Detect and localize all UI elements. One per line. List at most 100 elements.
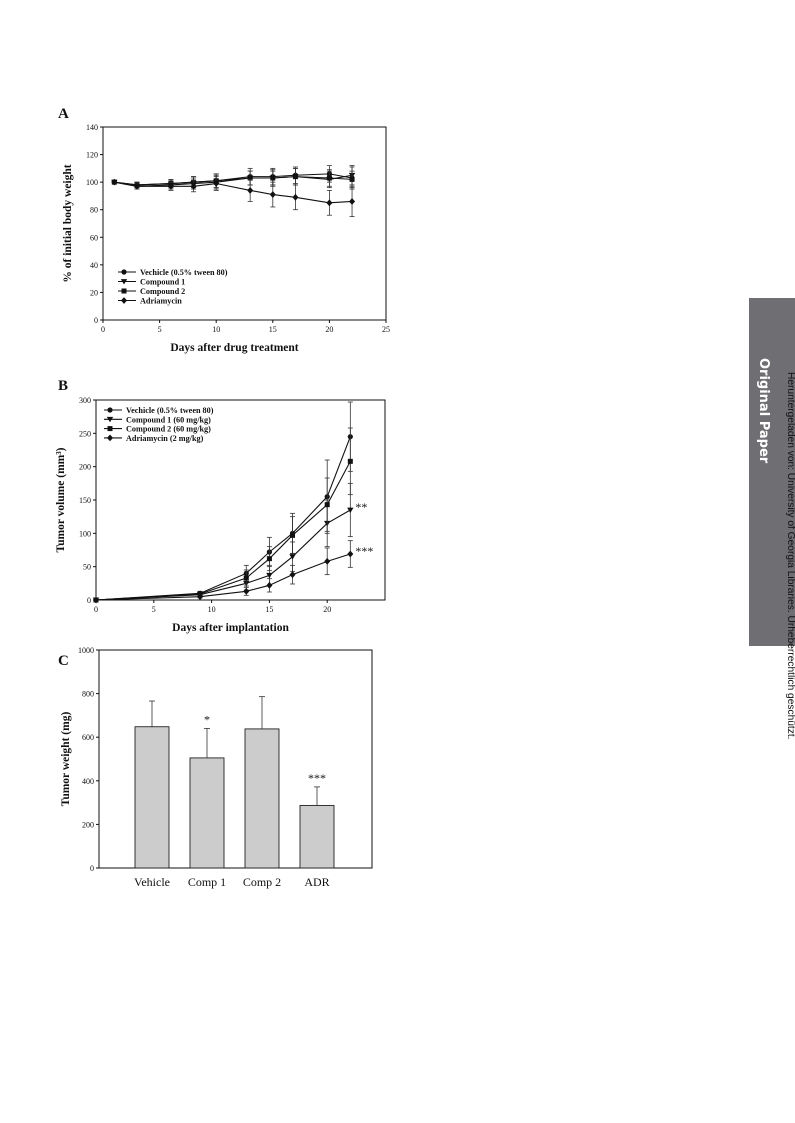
panel-a-data-point — [190, 182, 197, 190]
panel-a-data-point — [292, 174, 298, 180]
panel-a-data-point — [247, 175, 253, 181]
panel-a-data-point — [349, 198, 356, 205]
panel-a-data-point — [269, 191, 276, 198]
panel-b-letter: B — [58, 378, 69, 394]
panel-b-significance-label: ** — [355, 500, 367, 514]
panel-a-series-line — [114, 174, 353, 187]
panel-b-data-point — [290, 532, 296, 538]
panel-a-y-axis-title: % of initial body weight — [62, 164, 74, 282]
panel-a-legend-label: Adriamycin — [140, 297, 182, 306]
panel-b-legend-marker — [107, 426, 113, 432]
panel-c-bar — [299, 804, 335, 869]
panel-c-y-axis-title: Tumor weight (mg) — [60, 712, 72, 807]
panel-a-data-point — [349, 176, 355, 182]
panel-a-xtick-label: 5 — [158, 325, 162, 334]
panel-c-category-label: Comp 2 — [243, 875, 281, 889]
panel-b-legend-marker — [107, 407, 113, 413]
panel-b-ytick-label: 50 — [83, 563, 91, 572]
panel-a-ytick-label: 0 — [94, 316, 98, 325]
panel-a-data-point — [326, 199, 333, 207]
panel-c-ytick-label: 1000 — [78, 646, 94, 655]
panel-b-legend-label: Compound 1 (60 mg/kg) — [126, 415, 211, 424]
panel-b-data-point — [266, 556, 272, 562]
panel-b-y-axis-title: Tumor volume (mm³) — [55, 447, 67, 552]
panel-a-legend-marker — [121, 288, 127, 294]
panel-a-series-line — [114, 181, 353, 204]
original-paper-label: Original Paper — [756, 358, 771, 464]
panel-a-ytick-label: 140 — [86, 123, 98, 132]
panel-b-series-line — [95, 461, 351, 601]
panel-b-xtick-label: 5 — [152, 605, 156, 614]
panel-a-data-point — [270, 175, 276, 181]
panel-c-ytick-label: 200 — [82, 820, 94, 829]
panel-b-ytick-label: 100 — [79, 529, 91, 538]
panel-c-ytick-label: 600 — [82, 733, 94, 742]
panel-c-category-label: Vehicle — [134, 875, 170, 889]
panel-a-ytick-label: 120 — [86, 151, 98, 160]
panel-a-data-point — [167, 182, 174, 190]
panel-a-xtick-label: 25 — [382, 325, 390, 334]
panel-a-data-point — [133, 182, 140, 190]
panel-b-xtick-label: 10 — [208, 605, 216, 614]
panel-a-ytick-label: 60 — [90, 233, 98, 242]
panel-c-bar — [244, 728, 280, 869]
panel-a-legend-label: Compound 1 — [140, 278, 185, 287]
panel-a-data-point — [111, 178, 118, 186]
panel-a-xtick-label: 10 — [212, 325, 220, 334]
panel-b-legend-label: Vechicle (0.5% tween 80) — [126, 406, 214, 415]
panel-a-ytick-label: 20 — [90, 288, 98, 297]
original-paper-tab — [749, 298, 795, 646]
panel-a-xtick-label: 0 — [101, 325, 105, 334]
panel-a-x-axis-title: Days after drug treatment — [170, 342, 298, 354]
download-note: Heruntergeladen von: University of Georg… — [785, 372, 795, 740]
panel-b-xtick-label: 20 — [323, 605, 331, 614]
panel-b-legend-marker — [106, 416, 114, 423]
panel-b-xtick-label: 0 — [94, 605, 98, 614]
panel-c-category-label: Comp 1 — [188, 875, 226, 889]
panel-b-data-point — [347, 507, 354, 513]
panel-b-data-point — [347, 458, 353, 464]
panel-b-series-line — [95, 553, 351, 601]
panel-b-ytick-label: 150 — [79, 496, 91, 505]
panel-b-xtick-label: 15 — [265, 605, 273, 614]
panel-a-data-point — [326, 175, 332, 181]
panel-c-bar — [134, 726, 170, 869]
panel-c-ytick-label: 0 — [90, 864, 94, 873]
panel-b-data-point — [347, 550, 354, 558]
panel-b-data-point — [243, 587, 250, 595]
panel-a-ytick-label: 80 — [90, 206, 98, 215]
panel-b-ytick-label: 250 — [79, 429, 91, 438]
panel-b-ytick-label: 300 — [79, 396, 91, 405]
panel-b-data-point — [93, 596, 99, 604]
panel-b-ytick-label: 0 — [87, 596, 91, 605]
panel-c-significance-label: *** — [308, 771, 326, 785]
panel-b-significance-label: *** — [355, 544, 373, 558]
panel-c-significance-label: * — [204, 712, 210, 726]
panel-a-plot-frame — [102, 126, 387, 321]
panel-c-bar — [189, 757, 225, 869]
panel-b-ytick-label: 200 — [79, 463, 91, 472]
panel-c-category-label: ADR — [304, 875, 329, 889]
panel-b-data-point — [289, 571, 296, 579]
panel-c-plot-frame — [98, 649, 373, 869]
panel-a-legend-marker — [121, 297, 127, 304]
panel-b-data-point — [266, 581, 273, 589]
panel-c-ytick-label: 800 — [82, 690, 94, 699]
panel-a-ytick-label: 40 — [90, 261, 98, 270]
panel-a-data-point — [292, 193, 299, 201]
panel-b-x-axis-title: Days after implantation — [172, 622, 289, 634]
panel-a-legend-marker — [121, 269, 127, 275]
panel-a-ytick-label: 100 — [86, 178, 98, 187]
panel-a-xtick-label: 15 — [269, 325, 277, 334]
panel-b-data-point — [266, 572, 273, 579]
panel-b-data-point — [197, 593, 204, 601]
panel-a-legend-label: Vechicle (0.5% tween 80) — [140, 268, 228, 277]
panel-a-letter: A — [58, 106, 69, 122]
panel-b-data-point — [324, 557, 331, 565]
panel-a-data-point — [213, 180, 220, 187]
panel-c-ytick-label: 400 — [82, 777, 94, 786]
panel-a-series-line — [114, 176, 353, 186]
panel-b-legend-label: Compound 2 (60 mg/kg) — [126, 425, 211, 434]
panel-b-data-point — [289, 554, 296, 560]
